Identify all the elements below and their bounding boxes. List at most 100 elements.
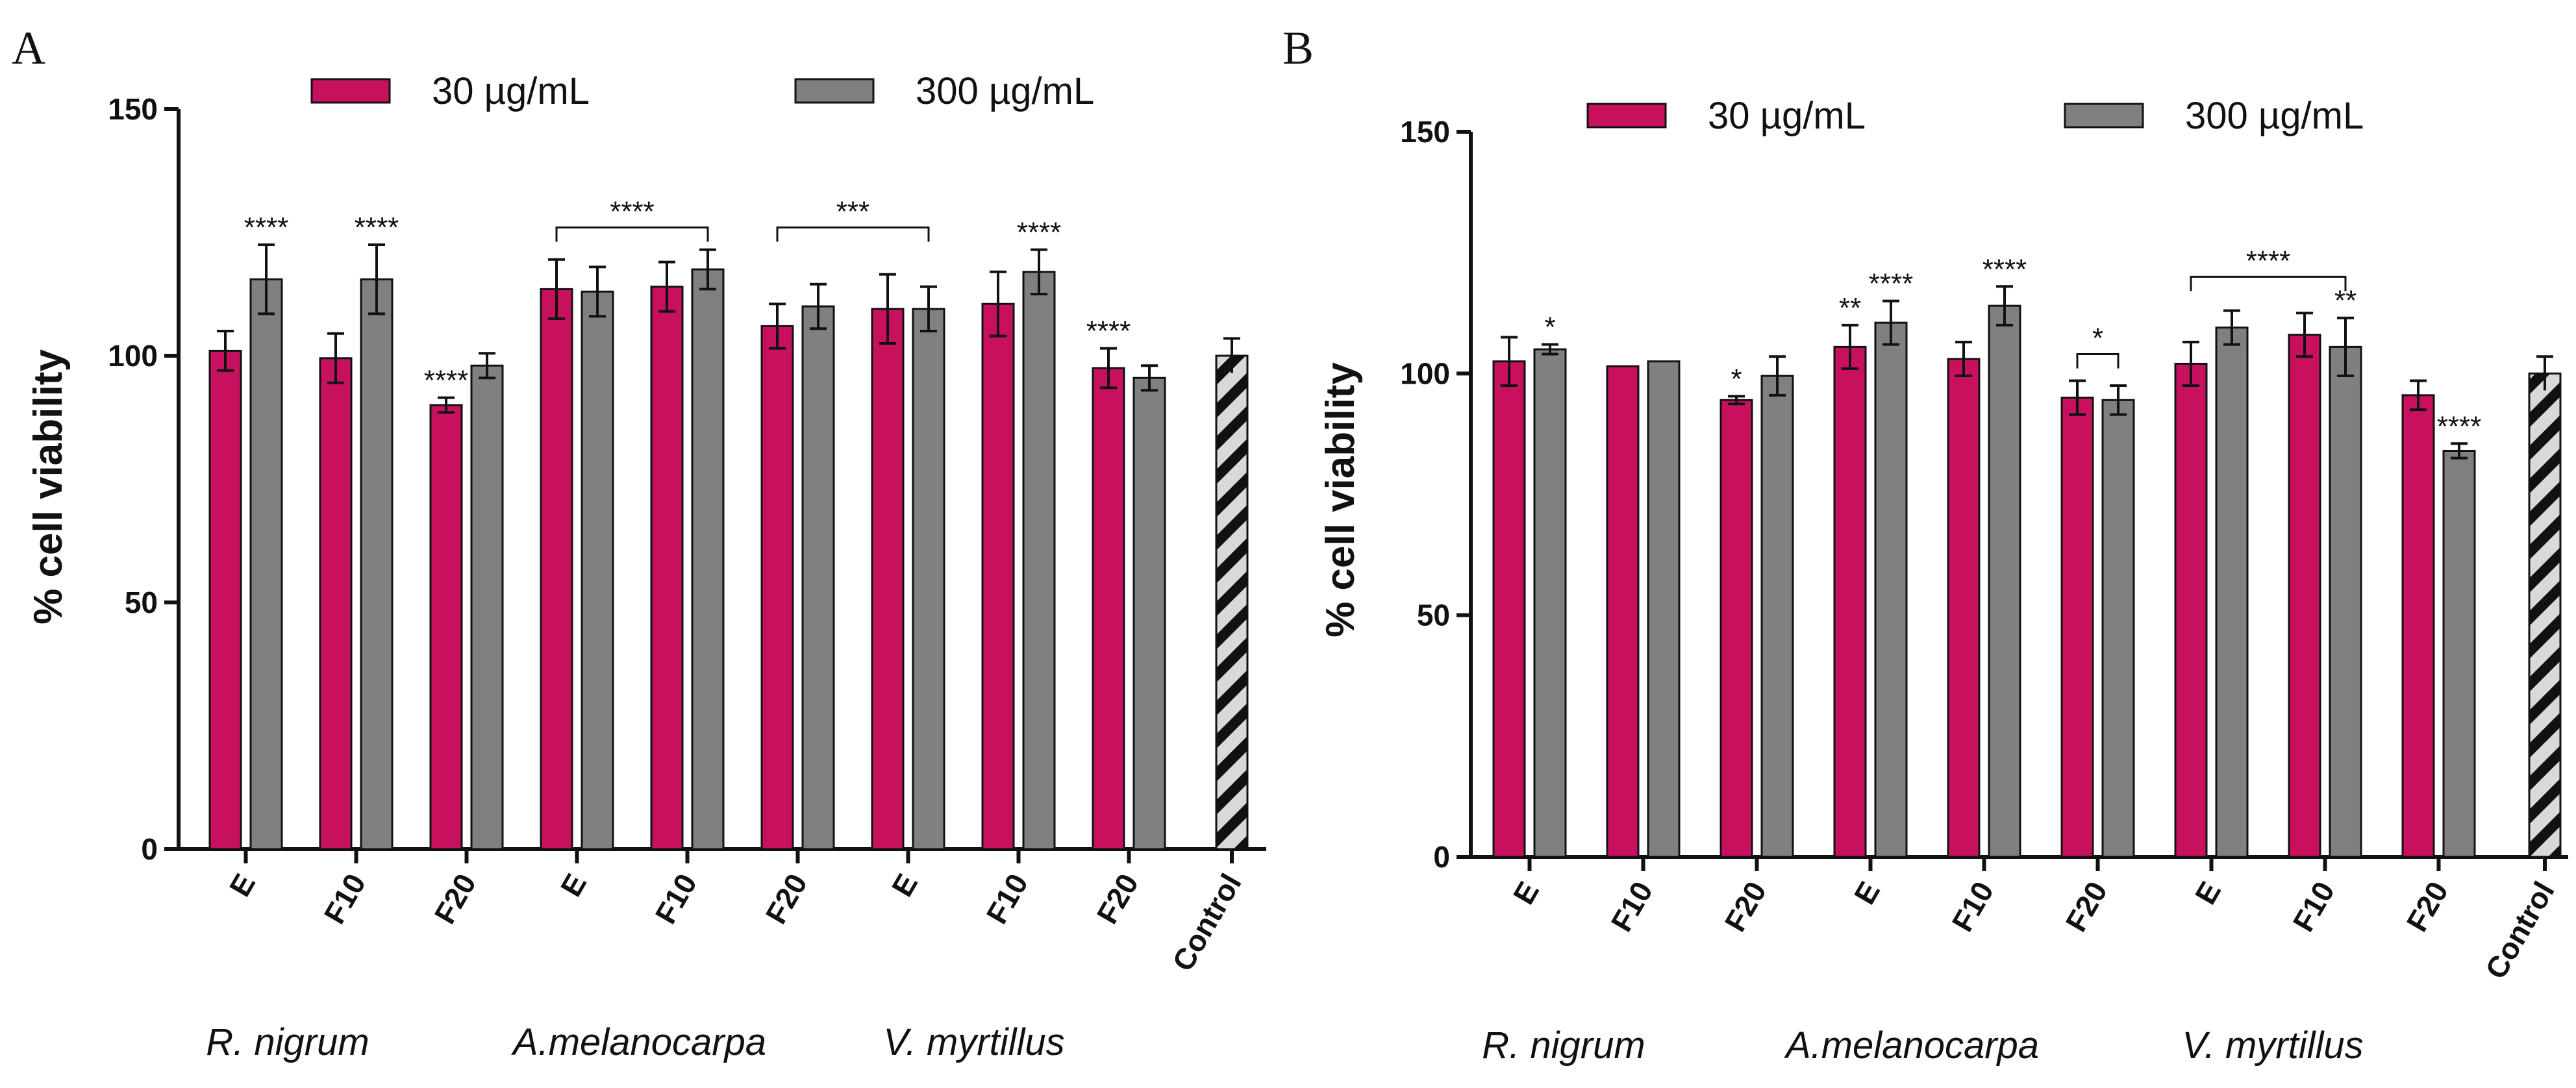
panel-b-bar [2288, 334, 2321, 858]
panel-a-bar [540, 288, 573, 850]
panel-b-xtick-label: F20 [1718, 876, 1773, 937]
panel-b-xtick-label: E [2188, 876, 2227, 910]
panel-b-xtick-label: F10 [1604, 876, 1659, 937]
panel-b-bar [1947, 358, 1981, 858]
panel-a-xtick-label: E [554, 868, 593, 902]
panel-a-y-axis-title: % cell viability [26, 349, 71, 624]
panel-b-group-label-r-nigrum: R. nigrum [1482, 1024, 1645, 1067]
panel-a-ytick-label: 50 [125, 586, 158, 619]
panel-b-significance-label: * [1731, 363, 1742, 395]
panel-a-ytick-label: 0 [141, 832, 158, 866]
panel-a-bar [581, 290, 614, 850]
panel-b-xtick-label: E [1507, 876, 1545, 910]
panel-a-bar [912, 308, 945, 850]
panel-b-significance-bracket [2076, 353, 2120, 369]
panel-b-xtick-label: Control [2479, 876, 2561, 985]
panel-a-significance-label: **** [1086, 315, 1131, 347]
panel-b-bar [2329, 345, 2362, 858]
panel-a-bar [208, 349, 242, 850]
panel-a-xtick-label: E [885, 868, 924, 902]
panel-b-bar [2215, 327, 2249, 858]
panel-b-ytick-label: 0 [1433, 840, 1450, 874]
panel-b-bar [1647, 360, 1681, 858]
panel-b-ytick-label: 50 [1417, 599, 1450, 632]
panel-a-bar [871, 308, 905, 850]
panel-a-significance-label: *** [836, 195, 869, 227]
panel-a-xtick-label: Control [1166, 868, 1248, 977]
panel-a-xtick-label: F20 [758, 868, 814, 930]
panel-a-group-label-a-melanocarpa: A.melanocarpa [511, 1021, 766, 1063]
panel-a-significance-bracket [776, 226, 930, 242]
panel-b-ytick-label: 100 [1400, 356, 1450, 390]
panel-a-significance-label: **** [355, 212, 399, 243]
panel-b-bar [1760, 375, 1794, 858]
panel-a-bar [650, 286, 684, 850]
panel-a-bar [981, 303, 1015, 850]
panel-b-bar [1492, 360, 1526, 858]
panel-a-legend-label-300: 300 µg/mL [916, 70, 1094, 112]
panel-a-significance-label: **** [244, 212, 289, 243]
panel-b-ytick-label: 150 [1400, 115, 1450, 149]
panel-b-significance-label: ** [2334, 285, 2357, 317]
panel-a-bar [801, 305, 835, 850]
panel-a-label: A [12, 22, 45, 74]
panel-a-bar [470, 364, 504, 850]
panel-a: A % cell viability 30 µg/mL 300 µg/mL 0 5… [12, 22, 1266, 1063]
panel-b-group-label-a-melanocarpa: A.melanocarpa [1784, 1024, 2039, 1067]
panel-b-xtick-label: F20 [2058, 876, 2114, 937]
panel-b-legend: 30 µg/mL 300 µg/mL [1586, 95, 2364, 137]
panel-a-legend: 30 µg/mL 300 µg/mL [310, 70, 1094, 112]
panel-a-legend-label-30: 30 µg/mL [432, 70, 590, 112]
panel-a-bar [360, 278, 394, 850]
panel-a-group-label-r-nigrum: R. nigrum [206, 1021, 369, 1063]
panel-a-ytick-label: 150 [108, 92, 158, 126]
panel-b-significance-label: * [1544, 312, 1555, 343]
panel-b-group-labels: R. nigrum A.melanocarpa V. myrtillus [1482, 1024, 2363, 1067]
panel-b-legend-label-300: 300 µg/mL [2185, 95, 2364, 137]
panel-a-bar [249, 278, 283, 850]
panel-a-control-bar [1215, 354, 1249, 850]
panel-a-xtick-label: F10 [979, 868, 1034, 930]
panel-a-legend-swatch-30 [310, 78, 391, 104]
panel-a-bar [1132, 377, 1166, 850]
panel-b-significance-label: ** [1839, 292, 1861, 324]
panel-b-y-axis-title: % cell viability [1318, 362, 1363, 637]
panel-b-label: B [1282, 22, 1314, 74]
panel-b-bar [1988, 304, 2021, 858]
panel-b-xtick-label: E [1847, 876, 1886, 910]
panel-a-bar [1092, 367, 1125, 850]
panel-a-significance-bracket [555, 226, 709, 242]
panel-a-xtick-label: F20 [427, 868, 482, 930]
panel-a-plot: 0 50 100 150 E F10 F20 E F10 F20 E F10 F20 Control ***… [108, 92, 1266, 977]
panel-b-significance-bracket [2190, 275, 2347, 291]
panel-b-legend-swatch-300 [2064, 103, 2144, 129]
panel-a-legend-swatch-300 [794, 78, 875, 104]
panel-b-significance-label: **** [1869, 268, 1914, 300]
panel-b-legend-swatch-30 [1586, 103, 1667, 129]
panel-b: B % cell viability 30 µg/mL 300 µg/mL 0 5… [1282, 22, 2568, 1067]
panel-b-significance-label: **** [1982, 253, 2027, 285]
panel-a-ytick-label: 100 [108, 339, 158, 373]
panel-a-bar [760, 325, 794, 850]
panel-a-significance-label: **** [424, 365, 469, 397]
panel-a-group-labels: R. nigrum A.melanocarpa V. myrtillus [206, 1021, 1064, 1063]
panel-a-xtick-label: E [223, 868, 262, 902]
panel-a-xtick-label: F10 [317, 868, 372, 930]
panel-b-xtick-label: F20 [2399, 876, 2455, 937]
panel-b-significance-label: **** [2246, 245, 2291, 277]
panel-b-bar [1833, 345, 1867, 858]
panel-b-significance-label: * [2092, 323, 2103, 354]
panel-a-significance-label: **** [1017, 217, 1062, 249]
panel-b-bar [2060, 397, 2094, 858]
panel-b-bar [1874, 321, 1908, 858]
panel-b-bar [1533, 348, 1567, 858]
panel-b-bar [2401, 394, 2435, 858]
panel-b-control-bar [2528, 372, 2562, 858]
panel-a-xtick-label: F10 [648, 868, 703, 930]
panel-b-bar [2101, 399, 2135, 858]
panel-b-xtick-label: F10 [2286, 876, 2341, 937]
panel-a-bar [691, 268, 725, 850]
panel-a-bar [429, 404, 463, 850]
panel-b-significance-label: **** [2437, 410, 2482, 442]
